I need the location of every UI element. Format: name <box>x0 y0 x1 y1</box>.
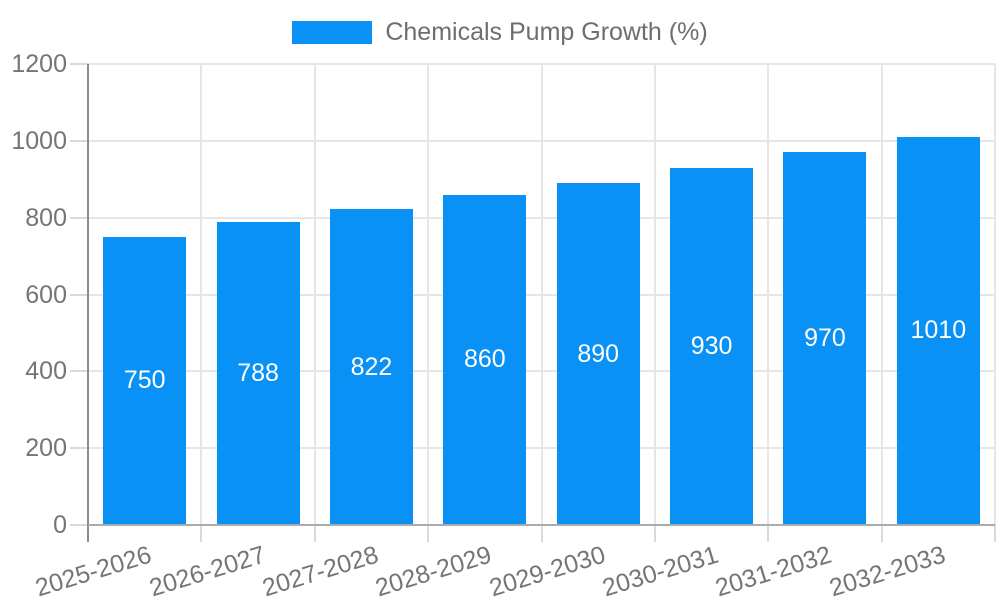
x-gridline <box>653 64 656 525</box>
bar-value-label: 822 <box>350 352 393 381</box>
x-gridline <box>994 64 996 525</box>
x-axis-tick-label: 2027-2028 <box>259 540 382 602</box>
bar[interactable]: 860 <box>443 194 527 525</box>
y-axis-tick-label: 200 <box>25 434 67 463</box>
x-axis-tick-label: 2032-2033 <box>825 540 949 602</box>
bar-value-label: 788 <box>237 359 279 388</box>
x-axis-tick <box>540 525 543 542</box>
x-axis-tick-label: 2029-2030 <box>485 540 609 602</box>
y-axis-tick <box>70 524 88 526</box>
bar-value-label: 860 <box>463 345 506 374</box>
bar[interactable]: 970 <box>783 152 867 525</box>
legend-swatch-icon <box>292 21 373 44</box>
bar-value-label: 890 <box>577 339 620 368</box>
x-axis-tick-label: 2025-2026 <box>32 540 155 602</box>
bar-value-label: 930 <box>690 331 733 360</box>
y-axis-tick <box>70 216 88 219</box>
x-gridline <box>313 64 316 525</box>
bar[interactable]: 1010 <box>896 136 980 525</box>
bar[interactable]: 890 <box>556 183 640 525</box>
y-axis-tick <box>70 63 88 65</box>
x-axis-tick-label: 2026-2027 <box>145 540 269 602</box>
x-gridline <box>880 64 883 525</box>
x-gridline <box>767 64 770 525</box>
y-axis-tick-label: 800 <box>25 203 67 232</box>
legend-item[interactable]: Chemicals Pump Growth (%) <box>292 18 708 47</box>
x-gridline <box>540 64 543 525</box>
x-axis-tick-label: 2028-2029 <box>372 540 495 602</box>
bar-value-label: 750 <box>123 366 166 395</box>
x-gridline <box>427 64 430 525</box>
x-axis-tick <box>880 525 883 542</box>
x-gridline <box>200 64 203 525</box>
bar-value-label: 1010 <box>910 316 967 345</box>
x-axis-tick-label: 2030-2031 <box>599 540 722 602</box>
y-axis-tick-label: 0 <box>53 511 67 539</box>
x-axis-tick <box>767 525 770 542</box>
y-axis-tick-label: 1000 <box>11 126 67 155</box>
y-axis-tick-label: 1200 <box>11 50 67 78</box>
y-axis-tick <box>70 370 88 373</box>
x-axis-tick <box>427 525 430 542</box>
x-axis-line <box>88 524 995 526</box>
y-axis-tick-label: 600 <box>25 280 67 309</box>
bar[interactable]: 788 <box>216 222 300 525</box>
bar[interactable]: 822 <box>329 209 413 525</box>
y-axis-tick <box>70 447 88 450</box>
bar-value-label: 970 <box>804 324 846 353</box>
y-axis-tick-label: 400 <box>25 357 67 386</box>
y-axis-tick <box>70 139 88 142</box>
x-axis-tick <box>653 525 656 542</box>
legend-label: Chemicals Pump Growth (%) <box>385 18 708 46</box>
y-axis-line <box>87 64 89 542</box>
x-axis-tick <box>313 525 316 542</box>
bar[interactable]: 750 <box>103 236 187 525</box>
legend: Chemicals Pump Growth (%) <box>0 18 1000 47</box>
y-axis-tick <box>70 293 88 296</box>
x-axis-tick-label: 2031-2032 <box>712 540 836 602</box>
x-axis-tick <box>994 525 996 542</box>
bar[interactable]: 930 <box>670 167 754 525</box>
x-axis-tick <box>200 525 203 542</box>
